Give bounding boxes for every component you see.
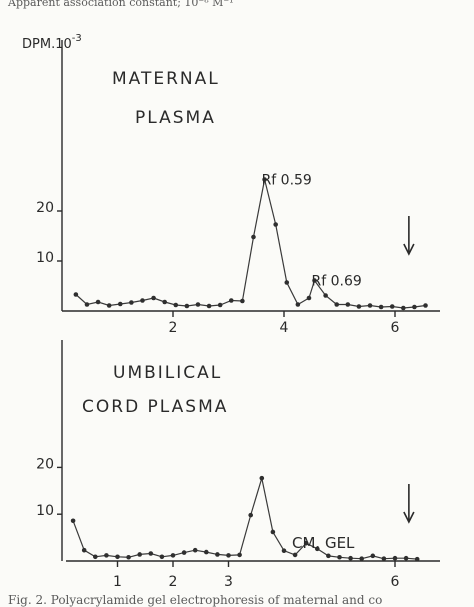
data-point — [226, 553, 231, 558]
data-point — [228, 298, 234, 303]
data-point — [381, 556, 387, 561]
maternal-panel-label-line2: PLASMA — [135, 108, 216, 128]
data-point — [140, 298, 145, 303]
data-point — [217, 302, 223, 308]
data-point — [337, 554, 342, 560]
umbilical-cord-plasma-panel: UMBILICAL CORD PLASMA 10 20 1 2 3 6 — [36, 340, 440, 590]
data-point — [73, 292, 79, 297]
data-point — [148, 551, 154, 556]
data-point — [323, 293, 328, 298]
data-point — [423, 303, 428, 308]
data-point — [414, 556, 420, 562]
y-tick-label: 20 — [36, 456, 54, 472]
data-point — [117, 301, 123, 307]
series-line — [72, 478, 418, 560]
y-axis-label: DPM.10-3 — [22, 33, 82, 52]
down-arrow-icon — [403, 484, 415, 524]
peak-annotation: Rf 0.59 — [262, 173, 312, 189]
data-point — [181, 550, 187, 555]
data-point — [348, 555, 353, 561]
data-point — [401, 305, 406, 311]
data-point — [359, 556, 365, 561]
data-point — [259, 475, 265, 481]
data-point — [126, 554, 131, 560]
data-point — [106, 303, 112, 308]
data-point — [284, 280, 290, 285]
data-point — [151, 295, 156, 301]
data-point — [195, 302, 201, 307]
data-point — [303, 540, 309, 546]
peak-annotation: Rf 0.69 — [312, 274, 362, 290]
data-point — [162, 299, 167, 305]
x-tick-label: 3 — [224, 574, 233, 590]
data-point — [262, 177, 267, 182]
umbilical-panel-label-line1: UMBILICAL — [113, 363, 222, 383]
data-point — [295, 302, 301, 307]
data-point — [206, 303, 212, 309]
data-point — [292, 552, 298, 558]
x-tick-label: 6 — [391, 574, 400, 590]
data-point — [403, 555, 409, 561]
data-point — [192, 547, 198, 553]
data-point — [345, 302, 351, 307]
arrow-head — [403, 511, 415, 524]
x-tick-label: 1 — [113, 574, 122, 590]
data-point — [137, 552, 142, 557]
arrow-head — [403, 243, 415, 256]
data-point — [215, 552, 220, 557]
x-axis-label: CM. GEL — [292, 534, 355, 552]
data-point — [104, 553, 109, 558]
data-point — [312, 278, 317, 283]
data-point — [159, 554, 165, 560]
footer-caption: Fig. 2. Polyacrylamide gel electrophores… — [8, 593, 382, 607]
y-tick-label: 20 — [36, 200, 54, 216]
down-arrow-icon — [403, 216, 415, 256]
header-caption: Apparent association constant; 10⁻⁸ M⁻¹ — [7, 0, 234, 9]
data-point — [95, 299, 101, 305]
data-point — [306, 295, 312, 301]
data-point — [273, 222, 278, 227]
data-point — [334, 302, 340, 307]
data-point — [170, 553, 176, 558]
data-point — [240, 298, 245, 304]
data-point — [248, 512, 253, 518]
data-point — [281, 548, 287, 554]
data-point — [370, 553, 376, 559]
data-point — [115, 554, 120, 560]
data-point — [173, 302, 179, 308]
series-line — [75, 179, 426, 309]
data-point — [204, 549, 209, 555]
data-point — [270, 529, 276, 535]
data-point — [326, 553, 331, 559]
x-tick-label: 2 — [169, 320, 178, 336]
data-point — [81, 547, 87, 553]
umbilical-panel-label-line2: CORD PLASMA — [82, 397, 228, 417]
y-tick-label: 10 — [36, 250, 54, 266]
maternal-panel-label-line1: MATERNAL — [112, 69, 220, 89]
data-point — [412, 304, 417, 310]
data-point — [378, 304, 384, 310]
data-point — [389, 304, 395, 309]
data-point — [129, 300, 134, 305]
data-point — [237, 552, 242, 558]
data-point — [70, 518, 76, 524]
data-point — [251, 234, 256, 240]
data-point — [392, 555, 398, 561]
y-tick-label: 10 — [36, 503, 54, 519]
data-point — [356, 304, 362, 309]
data-point — [315, 546, 320, 552]
x-tick-label: 6 — [391, 320, 400, 336]
x-tick-label: 4 — [280, 320, 289, 336]
x-tick-label: 2 — [169, 574, 178, 590]
data-point — [93, 554, 98, 560]
data-point — [184, 303, 190, 309]
data-point — [367, 303, 373, 308]
maternal-plasma-panel: MATERNAL PLASMA 10 20 2 4 6 Rf 0.59 Rf 0.69 — [36, 40, 440, 336]
data-point — [84, 302, 90, 307]
